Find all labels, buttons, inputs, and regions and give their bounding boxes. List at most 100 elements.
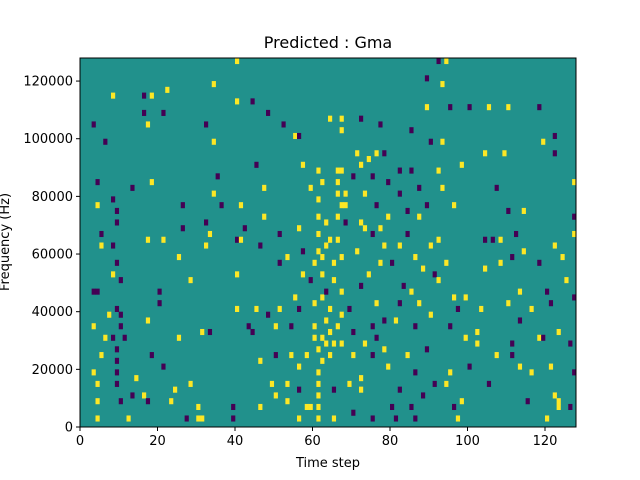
- heatmap-cell: [304, 352, 309, 359]
- heatmap-cell: [99, 230, 104, 238]
- y-tick-label: 80000: [32, 190, 73, 205]
- heatmap-cell: [204, 219, 209, 226]
- heatmap-cell: [498, 236, 503, 243]
- x-tick-label: 100: [455, 434, 480, 449]
- heatmap-cell: [386, 363, 391, 370]
- heatmap-cell: [514, 230, 519, 238]
- heatmap-cell: [370, 415, 375, 422]
- heatmap-cell: [359, 219, 364, 226]
- heatmap-cell: [134, 375, 139, 382]
- heatmap-cell: [359, 375, 364, 382]
- heatmap-cell: [556, 328, 561, 336]
- heatmap-cell: [142, 392, 147, 399]
- heatmap-cell: [331, 277, 337, 284]
- heatmap-cell: [572, 179, 577, 186]
- heatmap-cell: [362, 190, 368, 197]
- heatmap-cell: [328, 352, 333, 359]
- heatmap-cell: [552, 242, 557, 249]
- heatmap-cell: [273, 392, 278, 399]
- heatmap-cell: [238, 236, 244, 243]
- heatmap-cell: [424, 75, 430, 82]
- heatmap-cell: [568, 403, 573, 411]
- heatmap-cell: [436, 277, 441, 284]
- y-tick-label: 120000: [23, 75, 73, 90]
- heatmap-cell: [351, 173, 356, 180]
- heatmap-cell: [277, 259, 282, 266]
- heatmap-cell: [467, 363, 472, 370]
- heatmap-cell: [316, 380, 321, 387]
- heatmap-cell: [335, 213, 340, 220]
- heatmap-cell: [335, 190, 340, 197]
- heatmap-cell: [328, 115, 333, 122]
- heatmap-cell: [424, 104, 430, 111]
- heatmap-cell: [200, 415, 205, 422]
- heatmap-cell: [506, 300, 511, 307]
- heatmap-cell: [331, 259, 337, 266]
- heatmap-cell: [393, 317, 399, 324]
- heatmap-cell: [324, 219, 329, 226]
- heatmap-cell: [130, 184, 135, 191]
- heatmap-cell: [475, 328, 480, 336]
- heatmap-cell: [149, 352, 154, 359]
- heatmap-cell: [114, 305, 120, 312]
- heatmap-cell: [297, 386, 302, 393]
- heatmap-cell: [258, 403, 263, 411]
- heatmap-cell: [157, 288, 162, 295]
- y-tick-label: 0: [65, 421, 73, 436]
- heatmap-cell: [250, 98, 255, 105]
- heatmap-cell: [467, 104, 472, 111]
- heatmap-cell: [312, 334, 317, 341]
- heatmap-cell: [130, 392, 135, 399]
- heatmap-cell: [572, 213, 577, 220]
- heatmap-cell: [483, 150, 488, 157]
- heatmap-cell: [285, 380, 290, 387]
- heatmap-cell: [479, 305, 484, 312]
- heatmap-cell: [293, 132, 298, 140]
- heatmap-cell: [548, 363, 554, 370]
- heatmap-cell: [320, 334, 325, 341]
- heatmap-cell: [397, 190, 402, 197]
- heatmap-cell: [111, 271, 116, 278]
- heatmap-cell: [448, 104, 453, 111]
- heatmap-cell: [405, 207, 410, 214]
- heatmap-cell: [103, 138, 108, 145]
- heatmap-cell: [273, 352, 278, 359]
- heatmap-cell: [359, 386, 364, 393]
- heatmap-cell: [320, 254, 325, 261]
- heatmap-cell: [320, 294, 325, 301]
- heatmap-cell: [312, 300, 317, 307]
- heatmap-cell: [413, 415, 418, 422]
- heatmap-cell: [417, 213, 422, 220]
- heatmap-cell: [537, 104, 542, 111]
- heatmap-cell: [281, 121, 286, 128]
- heatmap-cell: [463, 294, 468, 301]
- heatmap-cell: [506, 207, 511, 214]
- heatmap-cell: [397, 242, 402, 249]
- heatmap-cell: [448, 369, 453, 376]
- heatmap-cell: [142, 109, 147, 116]
- heatmap-cell: [490, 236, 495, 243]
- heatmap-cell: [269, 380, 275, 387]
- heatmap-cell: [529, 369, 534, 376]
- heatmap-cell: [343, 202, 348, 209]
- heatmap-cell: [378, 121, 383, 128]
- heatmap-cell: [91, 369, 96, 376]
- heatmap-cell: [339, 254, 344, 261]
- heatmap-cell: [552, 132, 557, 140]
- plot-area: [80, 58, 577, 427]
- heatmap-cell: [328, 305, 333, 312]
- heatmap-cell: [145, 398, 151, 405]
- heatmap-cell: [370, 230, 375, 238]
- heatmap-cell: [297, 132, 302, 140]
- heatmap-cell: [440, 184, 445, 191]
- y-tick-label: 20000: [32, 363, 73, 378]
- heatmap-cell: [111, 242, 116, 249]
- heatmap-cell: [529, 305, 534, 312]
- heatmap-cell: [95, 288, 100, 295]
- heatmap-cell: [335, 323, 340, 330]
- y-tick-label: 40000: [32, 305, 73, 320]
- heatmap-cell: [331, 340, 337, 347]
- heatmap-cell: [382, 242, 387, 249]
- heatmap-cell: [215, 173, 220, 180]
- heatmap-cell: [409, 288, 414, 295]
